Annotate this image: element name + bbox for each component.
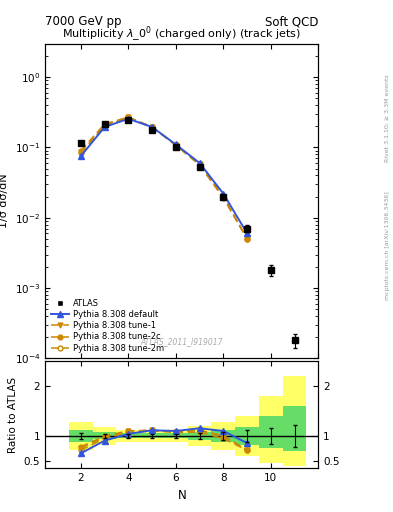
Text: ATLAS_2011_I919017: ATLAS_2011_I919017 xyxy=(141,337,223,346)
Y-axis label: 1/σ dσ/dN: 1/σ dσ/dN xyxy=(0,174,9,228)
Y-axis label: Ratio to ATLAS: Ratio to ATLAS xyxy=(8,377,18,453)
Text: 7000 GeV pp: 7000 GeV pp xyxy=(45,15,122,28)
Title: Multiplicity $\lambda\_0^0$ (charged only) (track jets): Multiplicity $\lambda\_0^0$ (charged onl… xyxy=(62,24,301,44)
Text: Soft QCD: Soft QCD xyxy=(265,15,318,28)
X-axis label: N: N xyxy=(177,489,186,502)
Legend: ATLAS, Pythia 8.308 default, Pythia 8.308 tune-1, Pythia 8.308 tune-2c, Pythia 8: ATLAS, Pythia 8.308 default, Pythia 8.30… xyxy=(50,297,165,354)
Text: Rivet 3.1.10; ≥ 3.3M events: Rivet 3.1.10; ≥ 3.3M events xyxy=(385,74,389,162)
Text: mcplots.cern.ch [arXiv:1306.3436]: mcplots.cern.ch [arXiv:1306.3436] xyxy=(385,191,389,300)
